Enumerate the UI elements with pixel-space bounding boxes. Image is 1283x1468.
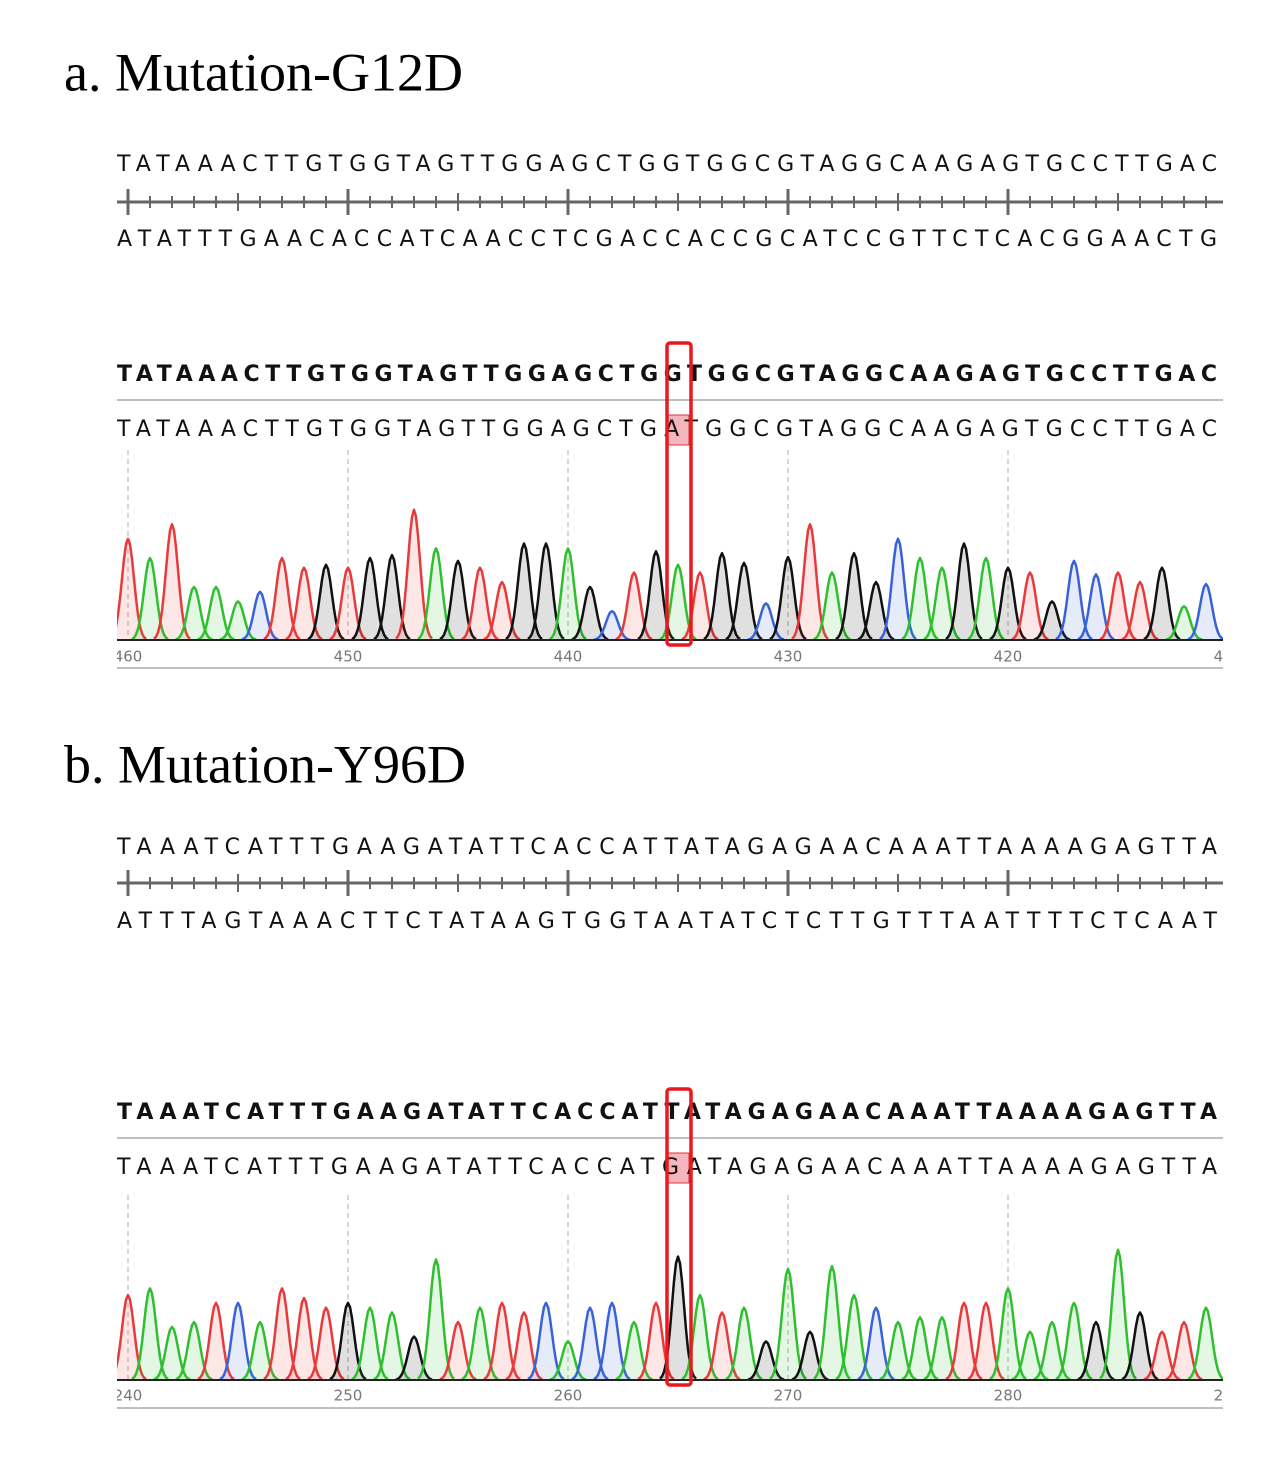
chromatogram-peak (241, 1320, 279, 1381)
chromatogram-peak (505, 1311, 543, 1381)
chromatogram-peak (1187, 582, 1223, 641)
axis-tick-label: 250 (334, 1387, 363, 1405)
chromatogram-peak (1077, 573, 1115, 641)
chromatogram-peak (351, 556, 389, 641)
axis-tick-label: 240 (114, 1387, 143, 1405)
reference-sequence: TAAATCATTTGAAGATATTCACCATTATAGAGAACAAATT… (116, 835, 1217, 860)
figure-body: TATAAACTTGTGGTAGTTGGAGCTGGTGGCGTAGGCAAGA… (114, 152, 1243, 1409)
axis-tick-label: 270 (774, 1387, 803, 1405)
chromatogram-peak (945, 542, 983, 640)
titles: a. Mutation-G12D b. Mutation-Y96D (64, 42, 466, 794)
chromatogram-peak (307, 563, 345, 641)
chromatogram-peak (307, 1306, 345, 1381)
chromatogram-peak (571, 1306, 609, 1381)
chromatogram-peak (153, 1325, 191, 1381)
chromatogram-peak (1187, 1306, 1223, 1381)
chromatogram-peak (417, 547, 455, 640)
axis-tick-label: 460 (114, 648, 143, 666)
panel-title: b. Mutation-Y96D (64, 734, 466, 794)
chromatogram-peak (483, 580, 521, 641)
chromatogram-peak (901, 556, 939, 641)
axis-tick-label: 440 (554, 648, 583, 666)
chromatogram-peak (901, 1316, 939, 1381)
panel-title: a. Mutation-G12D (64, 42, 463, 102)
chromatogram-peak (615, 571, 653, 641)
axis-tick-label: 280 (994, 1387, 1023, 1405)
chromatogram-peak (439, 559, 477, 641)
chromatogram-peak (285, 566, 323, 641)
chromatogram-peak (117, 1293, 147, 1381)
chromatogram-peak (505, 542, 543, 640)
chromatogram-peak (117, 537, 147, 640)
axis-tick-label: 430 (774, 648, 803, 666)
chromatogram-peak (703, 551, 741, 640)
chromatogram-peak (1143, 1330, 1181, 1381)
chromatogram-peak (1099, 571, 1137, 641)
chromatogram-peak (439, 1320, 477, 1381)
chromatogram-peak (1011, 1330, 1049, 1381)
chromatogram-peak (879, 537, 917, 640)
chromatogram-peak (329, 1301, 367, 1381)
chromatogram-peak (923, 566, 961, 641)
chromatogram-peak (263, 556, 301, 641)
chromatogram-peak (263, 1287, 301, 1380)
chromatogram-peak (769, 555, 807, 641)
chromatogram-peak (857, 1306, 895, 1381)
mutation-box (665, 1087, 693, 1387)
chromatogram-peak (461, 1306, 499, 1381)
chromatogram-peak (285, 1296, 323, 1381)
chromatogram-peak (1165, 1320, 1203, 1381)
chromatogram-peak (241, 590, 279, 641)
complement-sequence: ATTTAGTAAACTTCTATAAGTGGTAATATCTCTTGTTTAA… (117, 909, 1218, 934)
axis-tick-label: 410 (1214, 648, 1243, 666)
chromatogram-peak (1165, 605, 1203, 641)
chromatogram-peak (461, 566, 499, 641)
chromatogram-peak (527, 542, 565, 640)
chromatogram-peak (989, 566, 1027, 641)
chromatogram-peak (1055, 559, 1093, 641)
chromatogram-peak (835, 1293, 873, 1381)
chromatogram-peak (923, 1316, 961, 1381)
chromatogram-peak (879, 1320, 917, 1381)
chromatogram-peak (483, 1301, 521, 1381)
axis-tick-label: 260 (554, 1387, 583, 1405)
chromatogram-peak (329, 566, 367, 641)
complement-sequence: ATATTTGAACACCATCAACCTCGACCACCGCATCCGTTCT… (117, 227, 1217, 252)
chromatogram-peak (175, 585, 213, 641)
chromatogram-peak (967, 556, 1005, 641)
chromatogram-peak (703, 1311, 741, 1381)
axis-tick-label: 420 (994, 648, 1023, 666)
mutation-box (665, 341, 693, 647)
chromatogram-peak (1033, 1320, 1071, 1381)
axis-tick-label: 290 (1214, 1387, 1243, 1405)
chromatogram-peak (1121, 580, 1159, 641)
chromatogram-peak (131, 556, 169, 641)
chromatogram-peak (967, 1301, 1005, 1381)
chromatogram-peak (219, 600, 257, 641)
reference-sequence: TATAAACTTGTGGTAGTTGGAGCTGGTGGCGTAGGCAAGA… (116, 152, 1217, 177)
chromatogram-peak (945, 1301, 983, 1381)
chromatogram-peak (351, 1306, 389, 1381)
chromatogram-peak (175, 1320, 213, 1381)
chromatogram-peak (813, 571, 851, 641)
axis-tick-label: 450 (334, 648, 363, 666)
chromatogram-peak (615, 1320, 653, 1381)
chromatogram-peak (197, 1301, 235, 1381)
chromatogram-peak (373, 553, 411, 641)
